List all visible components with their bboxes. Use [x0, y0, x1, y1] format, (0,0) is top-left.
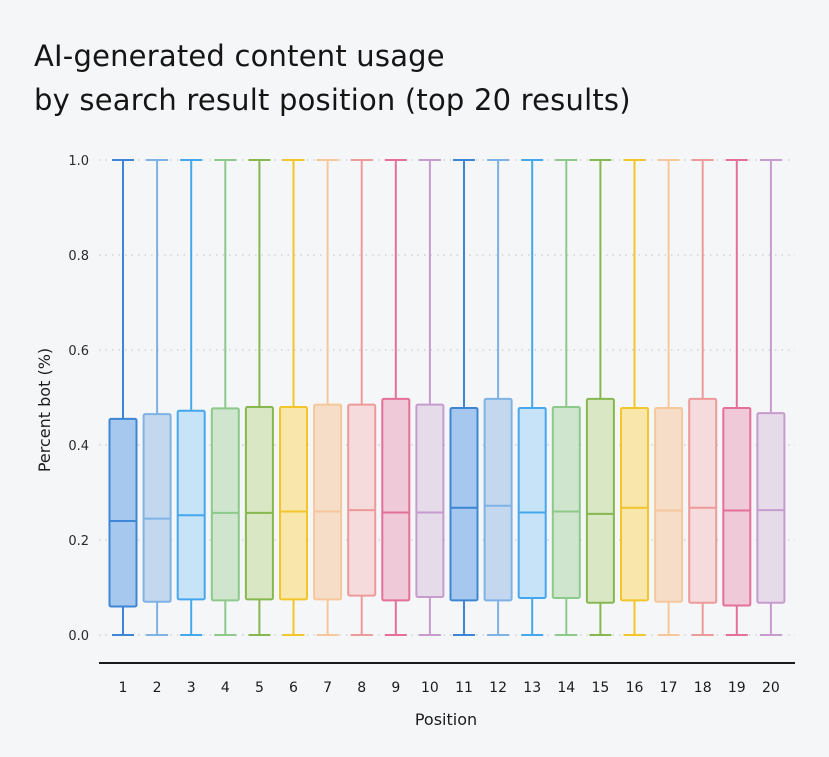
iqr-box	[585, 397, 615, 604]
box-position-15	[585, 159, 615, 636]
box-position-17	[654, 159, 684, 636]
box-position-9	[381, 159, 411, 636]
x-tick-label: 15	[591, 680, 609, 696]
box-position-14	[551, 159, 581, 636]
x-axis-label: Position	[415, 710, 477, 729]
box-position-16	[620, 159, 649, 636]
x-tick-label: 11	[455, 680, 473, 696]
iqr-box	[210, 407, 240, 602]
x-tick-label: 12	[489, 680, 507, 696]
chart-title-line-1: AI-generated content usage	[34, 39, 445, 73]
y-tick-label: 0.6	[68, 344, 89, 359]
box-position-20	[756, 159, 786, 636]
iqr-box	[688, 397, 718, 604]
y-tick-label: 0.8	[68, 249, 89, 264]
iqr-box	[620, 406, 649, 602]
iqr-box	[313, 403, 343, 601]
x-tick-label: 17	[660, 680, 678, 696]
box-position-10	[415, 159, 445, 636]
iqr-box	[347, 403, 377, 597]
x-tick-label: 18	[694, 680, 712, 696]
y-axis-label: Percent bot (%)	[35, 348, 54, 472]
iqr-box	[108, 417, 138, 608]
box-position-11	[449, 159, 479, 636]
iqr-box	[415, 403, 445, 598]
x-tick-label: 14	[557, 680, 575, 696]
iqr-box	[142, 413, 172, 603]
boxes	[108, 159, 786, 636]
iqr-box	[244, 406, 274, 601]
box-position-3	[176, 159, 206, 636]
box-position-2	[142, 159, 172, 636]
box-position-4	[210, 159, 240, 636]
box-position-19	[722, 159, 752, 636]
iqr-box	[517, 406, 547, 599]
iqr-box	[756, 412, 786, 604]
box-position-18	[688, 159, 718, 636]
x-tick-label: 1	[119, 680, 128, 696]
y-tick-label: 0.2	[68, 534, 89, 549]
iqr-box	[449, 406, 479, 602]
iqr-box	[483, 397, 513, 602]
x-tick-label: 4	[221, 680, 230, 696]
iqr-box	[279, 406, 308, 601]
iqr-box	[381, 397, 411, 602]
box-position-5	[244, 159, 274, 636]
box-position-12	[483, 159, 513, 636]
chart-title-line-2: by search result position (top 20 result…	[34, 83, 631, 117]
x-tick-label: 3	[187, 680, 196, 696]
x-tick-label: 6	[289, 680, 298, 696]
y-tick-label: 0.0	[68, 629, 89, 644]
y-tick-label: 1.0	[68, 154, 89, 169]
box-position-6	[279, 159, 308, 636]
x-tick-label: 16	[626, 680, 644, 696]
iqr-box	[722, 406, 752, 607]
x-axis-ticks: 1 2 3 4 5 6 7 8 9 10 11 12 13 14 15 16 17 18 19 20	[119, 680, 780, 696]
box-position-8	[347, 159, 377, 636]
chart-title: AI-generated content usage by search res…	[34, 34, 631, 122]
iqr-box	[176, 409, 206, 601]
x-tick-label: 19	[728, 680, 746, 696]
iqr-box	[551, 406, 581, 599]
y-axis-ticks: 0.0 0.2 0.4 0.6 0.8 1.0	[68, 154, 89, 644]
box-position-13	[517, 159, 547, 636]
iqr-box	[654, 406, 684, 603]
y-tick-label: 0.4	[68, 439, 89, 454]
x-tick-label: 9	[391, 680, 400, 696]
box-position-7	[313, 159, 343, 636]
box-position-1	[108, 159, 138, 636]
x-tick-label: 20	[762, 680, 780, 696]
x-tick-label: 5	[255, 680, 264, 696]
x-tick-label: 10	[421, 680, 439, 696]
x-tick-label: 13	[523, 680, 541, 696]
x-tick-label: 8	[357, 680, 366, 696]
x-tick-label: 2	[153, 680, 162, 696]
x-tick-label: 7	[323, 680, 332, 696]
